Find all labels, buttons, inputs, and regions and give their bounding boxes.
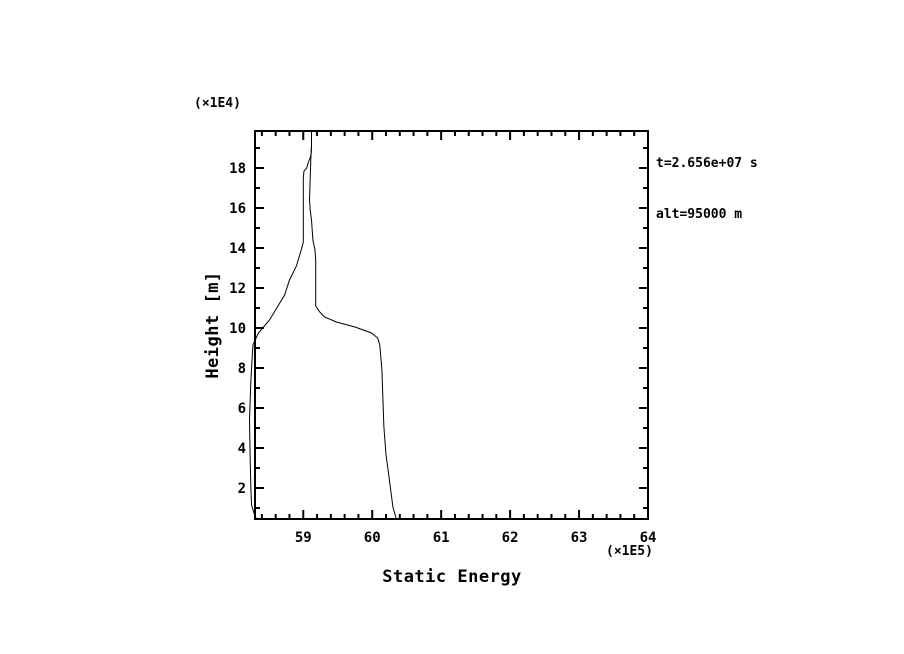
y-tick-label: 18 [229, 161, 246, 177]
annotation-altitude: alt=95000 m [656, 207, 743, 222]
x-tick-label: 60 [364, 530, 381, 546]
annotation-block: t=2.656e+07 s alt=95000 m [656, 121, 758, 257]
annotation-time: t=2.656e+07 s [656, 156, 758, 171]
series-line-profile-branch-left [248, 131, 312, 520]
y-tick-label: 16 [229, 201, 246, 217]
x-tick-label: 64 [640, 530, 657, 546]
y-tick-label: 4 [238, 441, 246, 457]
y-tick-label: 14 [229, 241, 246, 257]
x-tick-label: 61 [433, 530, 450, 546]
y-tick-label: 8 [238, 361, 246, 377]
y-tick-label: 6 [238, 401, 246, 417]
x-tick-label: 59 [295, 530, 312, 546]
y-tick-label: 12 [229, 281, 246, 297]
y-tick-label: 2 [238, 481, 246, 497]
x-axis-title: Static Energy [382, 567, 522, 587]
y-tick-label: 10 [229, 321, 246, 337]
x-tick-label: 63 [571, 530, 588, 546]
y-axis-title: Height [m] [203, 271, 223, 379]
y-axis-scale-label: (×1E4) [194, 96, 241, 111]
x-tick-label: 62 [502, 530, 519, 546]
x-axis-scale-label: (×1E5) [606, 544, 653, 559]
plot-frame [254, 130, 649, 520]
series-line-profile-branch-right [308, 131, 397, 520]
